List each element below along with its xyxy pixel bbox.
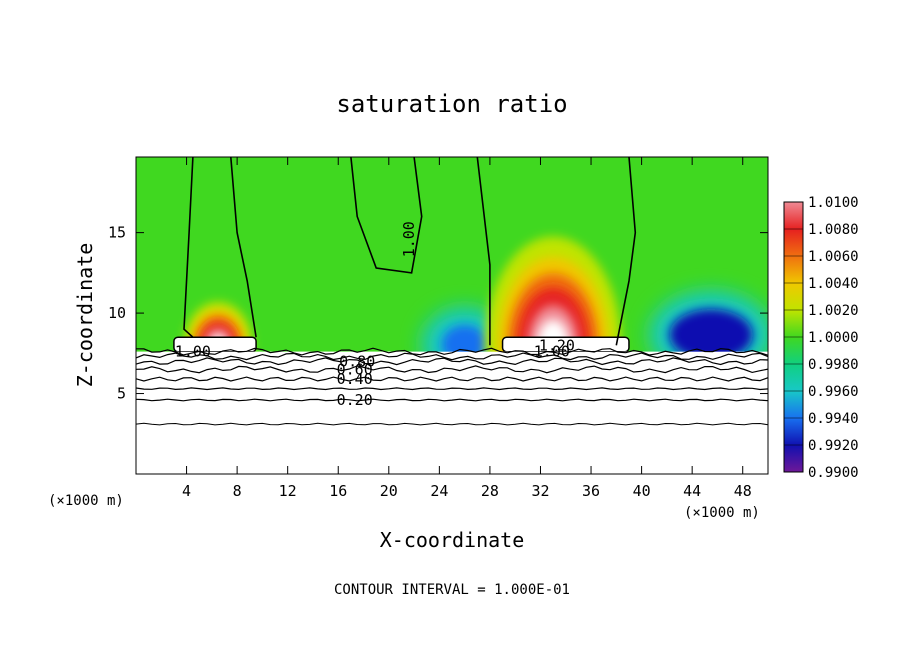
contour-line — [136, 347, 768, 356]
colorbar-segment — [784, 391, 803, 419]
contour-label: 1.00 — [534, 343, 570, 361]
contour-line-1-00 — [350, 157, 423, 274]
x-tick-label: 8 — [233, 482, 242, 500]
x-axis: 4 8 12 16 20 24 28 32 36 40 44 48 — [182, 157, 752, 500]
x-tick-label: 44 — [683, 482, 701, 500]
contour-labels: 1.000.800.600.400.201.001.201.00 — [175, 221, 575, 409]
colorbar-segment — [784, 445, 803, 473]
colorbar-label: 1.0100 — [808, 195, 859, 211]
contour-label: 1.00 — [175, 343, 211, 361]
colorbar-label: 0.9900 — [808, 465, 859, 481]
contour-interval-note: CONTOUR INTERVAL = 1.000E-01 — [334, 582, 570, 598]
chart-title: saturation ratio — [336, 90, 567, 118]
y-tick-label: 15 — [108, 224, 126, 242]
colorbar-segment — [784, 202, 803, 230]
contour-lines — [136, 157, 768, 426]
x-tick-label: 36 — [582, 482, 600, 500]
colorbar-label: 1.0080 — [808, 222, 859, 238]
contour-line-1-00 — [230, 157, 257, 338]
y-axis: 5 10 15 — [108, 224, 768, 403]
x-tick-label: 20 — [380, 482, 398, 500]
x-tick-label: 16 — [329, 482, 347, 500]
contour-label: 0.80 — [339, 352, 375, 370]
colorbar-label: 0.9960 — [808, 384, 859, 400]
y-tick-label: 5 — [117, 385, 126, 403]
x-tick-label: 32 — [531, 482, 549, 500]
colorbar: 1.0100 1.0080 1.0060 1.0040 1.0020 1.0000 0.99… — [783, 195, 859, 481]
x-tick-label: 24 — [430, 482, 448, 500]
contour-label: 0.20 — [337, 391, 373, 409]
y-tick-label: 10 — [108, 304, 126, 322]
subsat-region — [669, 309, 753, 361]
colorbar-segment — [784, 229, 803, 257]
colorbar-label: 1.0000 — [808, 330, 859, 346]
plot-frame — [135, 156, 769, 475]
colorbar-segment — [784, 418, 803, 446]
colorbar-label: 1.0020 — [808, 303, 859, 319]
contour-line — [136, 422, 768, 426]
colorbar-label: 1.0040 — [808, 276, 859, 292]
contour-line — [136, 357, 768, 366]
colorbar-label: 1.0060 — [808, 249, 859, 265]
colorbar-segment — [784, 310, 803, 338]
x-axis-label: X-coordinate — [380, 528, 525, 552]
x-tick-label: 4 — [182, 482, 191, 500]
contour-line-1-00 — [476, 157, 491, 346]
x-tick-label: 48 — [734, 482, 752, 500]
contour-line-1-00 — [183, 157, 194, 338]
contour-line — [136, 365, 768, 374]
contour-line-1-00 — [615, 157, 637, 346]
contour-label: 1.20 — [539, 336, 575, 354]
colorbar-label: 0.9980 — [808, 357, 859, 373]
colorbar-segment — [784, 256, 803, 284]
colorbar-label: 0.9920 — [808, 438, 859, 454]
y-axis-label: Z-coordinate — [73, 243, 97, 388]
colorbar-segment — [784, 337, 803, 365]
x-unit-left: (×1000 m) — [48, 493, 124, 509]
plot-area: 1.000.800.600.400.201.001.201.00 — [136, 157, 768, 474]
contour-line — [136, 352, 768, 361]
contour-label: 0.40 — [337, 370, 373, 388]
x-tick-label: 12 — [279, 482, 297, 500]
colorbar-segment — [784, 364, 803, 392]
colorbar-segment — [784, 283, 803, 311]
contour-label: 1.00 — [400, 221, 418, 257]
contour-line — [136, 398, 768, 402]
contour-line — [136, 376, 768, 382]
x-tick-label: 40 — [633, 482, 651, 500]
contour-label: 0.60 — [337, 360, 373, 378]
x-tick-label: 28 — [481, 482, 499, 500]
contour-line — [136, 387, 768, 391]
x-unit-right: (×1000 m) — [684, 505, 760, 521]
colorbar-label: 0.9940 — [808, 411, 859, 427]
